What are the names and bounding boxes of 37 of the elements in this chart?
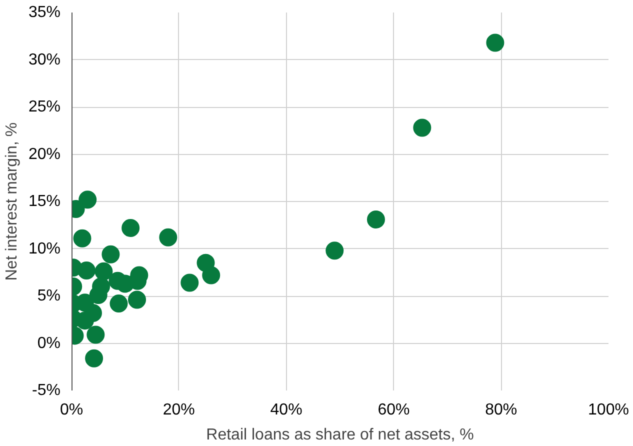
point <box>180 274 199 292</box>
point <box>76 312 94 330</box>
point <box>159 228 178 246</box>
y-tick-label: 30% <box>28 51 61 68</box>
y-tick-label: 15% <box>28 193 61 210</box>
y-tick-label: 5% <box>37 288 60 304</box>
x-axis-title: Retail loans as share of net assets, % <box>206 426 474 444</box>
point <box>122 218 140 237</box>
point <box>85 349 104 368</box>
y-tick-label: 10% <box>28 240 61 258</box>
x-tick-label: 80% <box>485 402 518 418</box>
point <box>86 326 105 344</box>
point <box>202 266 220 284</box>
x-tick-label: 0% <box>60 402 84 418</box>
y-tick-label: 20% <box>28 146 61 163</box>
x-tick-label: 40% <box>270 402 302 418</box>
point <box>366 210 385 228</box>
point <box>78 262 96 280</box>
x-tick-label: 100% <box>588 402 629 418</box>
y-tick-label: 35% <box>28 4 61 21</box>
point <box>89 286 108 304</box>
point <box>326 242 344 260</box>
point <box>128 290 146 309</box>
point <box>73 229 92 248</box>
point <box>116 274 134 293</box>
point <box>110 294 128 313</box>
point <box>486 34 504 52</box>
y-tick-label: 0% <box>37 334 60 352</box>
x-tick-label: 60% <box>378 402 410 418</box>
x-tick-label: 20% <box>162 402 195 418</box>
y-tick-label: -5% <box>32 382 60 399</box>
point <box>94 262 113 280</box>
point <box>102 245 120 264</box>
point <box>78 190 97 209</box>
y-axis-title: Net interest margin, % <box>3 122 20 281</box>
y-tick-label: 25% <box>28 98 61 116</box>
point <box>413 118 432 137</box>
